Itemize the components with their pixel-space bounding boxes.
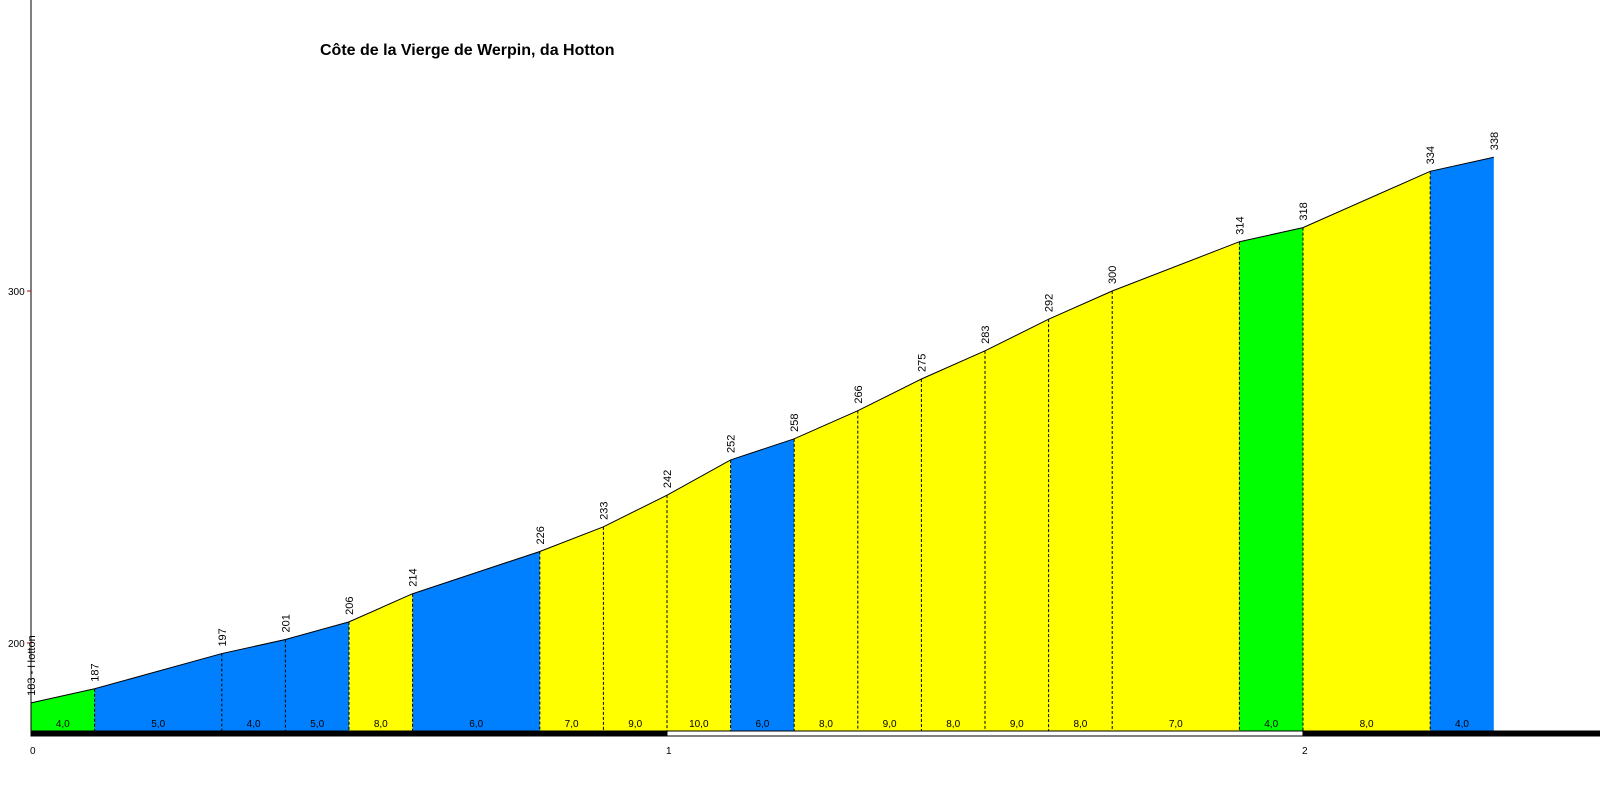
distance-bar-km-1 (666, 730, 1304, 737)
gradient-label-1: 5,0 (151, 719, 165, 730)
segment-fill-3 (285, 621, 349, 731)
elevation-label-start: 183 - Hotton (26, 635, 38, 696)
y-tick-label-1: 300 (8, 287, 25, 298)
gradient-label-13: 9,0 (1010, 719, 1024, 730)
gradient-label-4: 8,0 (374, 719, 388, 730)
gradient-label-2: 4,0 (247, 719, 261, 730)
y-tick-label-0: 200 (8, 639, 25, 650)
profile-line-group (30, 156, 1494, 704)
segment-fill-6 (539, 526, 604, 731)
segment-fill-1 (94, 653, 222, 731)
x-tick-label-1: 1 (666, 746, 672, 757)
segment-fill-14 (1048, 291, 1113, 731)
elevation-label-13: 283 (980, 325, 992, 343)
segment-fill-16 (1239, 227, 1303, 731)
elevation-label-9: 252 (726, 435, 738, 453)
gradient-label-14: 8,0 (1073, 719, 1087, 730)
segment-fill-4 (349, 593, 413, 731)
elevation-label-14: 292 (1044, 294, 1056, 312)
segment-fill-11 (857, 379, 922, 731)
gradient-labels: 4,0 5,0 4,0 5,0 8,0 6,0 7,0 9,0 10,0 6,0 8,0 9,0 8,0… (56, 719, 1470, 730)
gradient-label-7: 9,0 (628, 719, 642, 730)
elevation-label-19: 338 (1489, 132, 1501, 150)
elevation-label-4: 206 (344, 597, 356, 615)
gradient-label-0: 4,0 (56, 719, 70, 730)
elevation-label-5: 214 (408, 568, 420, 586)
segment-fill-7 (603, 495, 667, 731)
segment-fill-12 (921, 350, 985, 731)
segment-fill-10 (794, 410, 858, 731)
elevation-label-18: 334 (1425, 146, 1437, 164)
elevation-label-15: 300 (1107, 266, 1119, 284)
segment-fill-9 (730, 438, 795, 731)
gradient-label-11: 9,0 (883, 719, 897, 730)
profile-line (30, 156, 1494, 704)
elevation-label-1: 187 (90, 663, 102, 681)
gradient-label-5: 6,0 (469, 719, 483, 730)
gradient-label-10: 8,0 (819, 719, 833, 730)
segment-fill-13 (985, 319, 1049, 731)
gradient-label-12: 8,0 (946, 719, 960, 730)
segment-fill-15 (1112, 241, 1240, 731)
elevation-label-16: 314 (1234, 216, 1246, 234)
gradient-label-17: 8,0 (1360, 719, 1374, 730)
gradient-label-15: 7,0 (1169, 719, 1183, 730)
distance-bar-km-0 (30, 730, 668, 737)
chart-title: Côte de la Vierge de Werpin, da Hotton (320, 42, 615, 59)
segment-fill-0 (31, 688, 95, 731)
x-tick-label-2: 2 (1302, 746, 1308, 757)
elevation-labels: 183 - Hotton 187 197 201 206 214 226 233 242 252 2… (26, 132, 1501, 696)
gradient-label-9: 6,0 (755, 719, 769, 730)
segment-fills (31, 157, 1494, 732)
segment-fill-18 (1430, 157, 1494, 732)
elevation-label-11: 266 (853, 385, 865, 403)
gradient-label-18: 4,0 (1455, 719, 1469, 730)
elevation-label-3: 201 (280, 614, 292, 632)
segment-fill-2 (221, 639, 286, 731)
elevation-label-17: 318 (1298, 202, 1310, 220)
segment-fill-5 (412, 551, 540, 731)
segment-fill-17 (1303, 171, 1431, 731)
elevation-label-6: 226 (535, 526, 547, 544)
gradient-label-16: 4,0 (1264, 719, 1278, 730)
gradient-label-6: 7,0 (565, 719, 579, 730)
gradient-label-3: 5,0 (310, 719, 324, 730)
elevation-label-8: 242 (662, 470, 674, 488)
elevation-label-10: 258 (789, 413, 801, 431)
elevation-label-7: 233 (598, 501, 610, 519)
elevation-label-2: 197 (217, 628, 229, 646)
gradient-label-8: 10,0 (689, 719, 709, 730)
distance-bar-km-2 (1302, 730, 1600, 737)
segment-fill-8 (667, 459, 731, 731)
x-tick-label-0: 0 (30, 746, 36, 757)
axes: 200 300 0 1 2 (8, 0, 1600, 757)
segment-dividers (94, 171, 1431, 731)
elevation-label-12: 275 (916, 354, 928, 372)
